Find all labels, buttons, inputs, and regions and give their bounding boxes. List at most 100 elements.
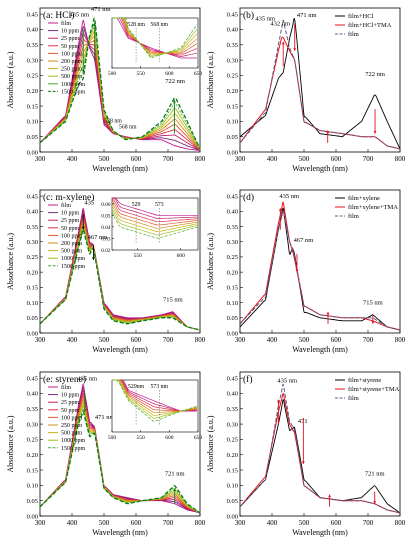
inset-c: 550 600 0.06 0.05 0.04 0.03 0.02 529 573 bbox=[101, 197, 199, 259]
panel-f: 300 400 500 600 700 800 0.00 0.05 0.10 0.15 0.20 0.… bbox=[206, 371, 406, 537]
y-tick-label: 0.35 bbox=[227, 406, 238, 413]
arrow-head bbox=[276, 399, 280, 403]
y-tick-label: 0.40 bbox=[27, 27, 38, 34]
x-tick-label: 600 bbox=[331, 519, 342, 527]
x-axis-label: Wavelength (nm) bbox=[292, 164, 348, 173]
arrow-head bbox=[371, 321, 375, 324]
x-tick-label: 300 bbox=[35, 519, 46, 527]
series-curve bbox=[239, 36, 401, 150]
arrow-head bbox=[172, 99, 176, 103]
inset-x-tick-label: 550 bbox=[134, 253, 143, 259]
peak-annotation: 715 nm bbox=[363, 300, 383, 307]
x-tick-label: 700 bbox=[363, 155, 374, 163]
x-tick-label: 500 bbox=[299, 155, 310, 163]
y-tick-label: 0.10 bbox=[227, 483, 238, 490]
series-curve bbox=[239, 19, 401, 150]
series-interp-curve bbox=[39, 408, 201, 514]
inset-curve bbox=[112, 16, 198, 59]
series-interp-curve bbox=[39, 226, 201, 331]
inset-y-tick-label: 0.04 bbox=[101, 225, 111, 231]
arrow-head bbox=[326, 130, 330, 134]
legend-item: 1000 ppm bbox=[61, 438, 86, 444]
inset-curve bbox=[111, 197, 199, 219]
series-interp-curve bbox=[39, 405, 201, 514]
panel-label: (a: HCl) bbox=[43, 10, 74, 21]
legend-item: film+styrene bbox=[348, 377, 381, 384]
y-axis-label: Absorbance (a.u.) bbox=[206, 51, 215, 108]
y-tick-label: 0.10 bbox=[227, 119, 238, 126]
y-tick-label: 0.10 bbox=[27, 300, 38, 307]
x-tick-label: 700 bbox=[163, 519, 174, 527]
inset-curve bbox=[112, 17, 198, 55]
x-axis-label: Wavelength (nm) bbox=[92, 345, 148, 354]
inset-curve bbox=[112, 17, 197, 57]
y-axis-label: Absorbance (a.u.) bbox=[206, 415, 215, 472]
y-tick-label: 0.45 bbox=[27, 193, 38, 200]
legend-item: 1500 ppm bbox=[61, 446, 86, 452]
inset-x-tick-label: 650 bbox=[194, 71, 203, 77]
y-tick-label: 0.45 bbox=[227, 375, 238, 382]
x-tick-label: 300 bbox=[235, 519, 246, 527]
y-tick-label: 0.45 bbox=[27, 11, 38, 18]
x-axis-label: Wavelength (nm) bbox=[292, 528, 348, 537]
peak-annotation: 467 nm bbox=[294, 237, 314, 244]
y-tick-label: 0.40 bbox=[227, 27, 238, 34]
x-tick-label: 300 bbox=[235, 155, 246, 163]
panel-a: 300 400 500 600 700 800 0.00 0.05 0.10 0.15 0.20 0.… bbox=[6, 6, 206, 173]
x-tick-label: 700 bbox=[163, 155, 174, 163]
legend-item: 100 ppm bbox=[61, 415, 83, 421]
inset-curve bbox=[112, 17, 197, 59]
legend-item: 10 ppm bbox=[61, 393, 80, 399]
y-tick-label: 0.45 bbox=[227, 193, 238, 200]
peak-annotation: 715 nm bbox=[163, 297, 183, 304]
arrow-head bbox=[293, 48, 297, 51]
x-tick-label: 600 bbox=[331, 155, 342, 163]
peak-annotation: 722 nm bbox=[365, 71, 385, 78]
inset-annotation: 573 bbox=[155, 202, 164, 208]
y-tick-label: 0.30 bbox=[227, 57, 238, 64]
y-tick-label: 0.05 bbox=[27, 315, 38, 322]
y-tick-label: 0.35 bbox=[227, 42, 238, 49]
legend-item: 1500 ppm bbox=[61, 264, 86, 270]
x-axis-label: Wavelength (nm) bbox=[292, 345, 348, 354]
plot-frame bbox=[239, 189, 401, 334]
series-1500ppm-curve bbox=[39, 17, 201, 150]
peak-annotation: 471 nm bbox=[95, 414, 115, 421]
y-tick-label: 0.20 bbox=[227, 88, 238, 95]
arrow-head bbox=[81, 69, 85, 73]
peak-annotation: 721 nm bbox=[365, 470, 385, 477]
y-tick-label: 0.20 bbox=[227, 452, 238, 459]
inset-a: 500 550 600 650 528 nm 568 nm bbox=[108, 16, 203, 77]
inset-curve bbox=[111, 202, 199, 229]
x-tick-label: 700 bbox=[163, 336, 174, 344]
arrow-head bbox=[373, 130, 377, 134]
y-tick-label: 0.15 bbox=[27, 285, 38, 292]
x-tick-label: 500 bbox=[99, 155, 110, 163]
legend-item: 1000 ppm bbox=[61, 256, 86, 262]
inset-curve bbox=[112, 17, 198, 58]
y-tick-label: 0.05 bbox=[227, 498, 238, 505]
inset-x-tick-label: 600 bbox=[177, 253, 186, 259]
peak-annotation: 435 nm bbox=[279, 193, 299, 200]
legend-item: 1000 ppm bbox=[61, 82, 86, 88]
y-tick-label: 0.05 bbox=[27, 498, 38, 505]
legend-item: 250 ppm bbox=[61, 67, 83, 73]
inset-x-tick-label: 650 bbox=[194, 435, 203, 441]
inset-curve bbox=[111, 209, 199, 236]
y-tick-label: 0.00 bbox=[227, 149, 238, 156]
inset-x-tick-label: 600 bbox=[165, 435, 174, 441]
x-tick-label: 600 bbox=[131, 155, 142, 163]
series-interp-curve bbox=[39, 224, 201, 331]
arrow-head bbox=[93, 23, 97, 26]
legend-item: 100 ppm bbox=[61, 233, 83, 239]
y-tick-label: 0.35 bbox=[27, 42, 38, 49]
arrow-head bbox=[373, 501, 377, 504]
legend-item: 25 ppm bbox=[61, 400, 80, 406]
y-tick-label: 0.35 bbox=[27, 406, 38, 413]
inset-curve bbox=[112, 17, 198, 56]
legend-item: 200 ppm bbox=[61, 241, 83, 247]
y-tick-label: 0.40 bbox=[227, 391, 238, 398]
arrow-head bbox=[83, 409, 87, 412]
series-curve bbox=[239, 17, 401, 150]
inset-annotation: 528 nm bbox=[127, 22, 145, 28]
